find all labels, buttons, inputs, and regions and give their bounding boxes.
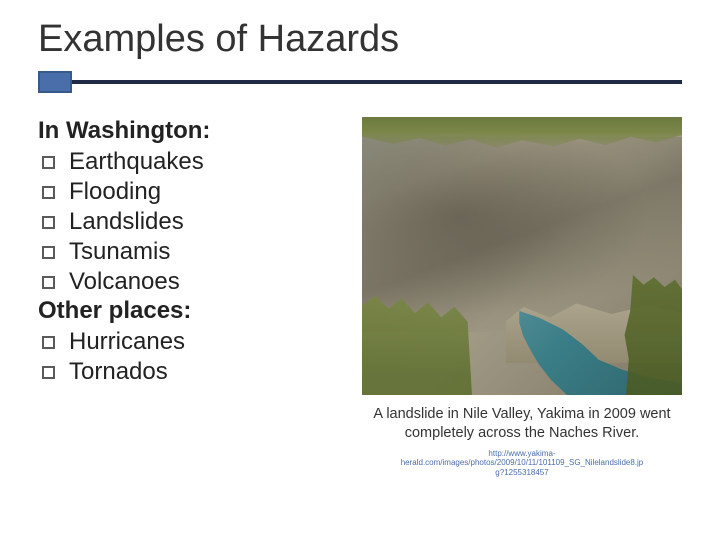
landslide-photo bbox=[362, 117, 682, 395]
list-item: Tornados bbox=[42, 357, 346, 387]
list-item-label: Volcanoes bbox=[69, 267, 180, 297]
caption-line: A landslide in Nile Valley, Yakima in 20… bbox=[373, 406, 670, 422]
bullet-icon bbox=[42, 216, 55, 229]
list-item: Landslides bbox=[42, 207, 346, 237]
photo-source: http://www.yakima- herald.com/images/pho… bbox=[401, 449, 644, 478]
list-item: Tsunamis bbox=[42, 237, 346, 267]
list-item: Hurricanes bbox=[42, 327, 346, 357]
photo-caption: A landslide in Nile Valley, Yakima in 20… bbox=[373, 405, 670, 443]
list-item: Earthquakes bbox=[42, 147, 346, 177]
list-item-label: Tsunamis bbox=[69, 237, 170, 267]
source-line: g?1255318457 bbox=[495, 468, 548, 477]
list-item: Flooding bbox=[42, 177, 346, 207]
bullet-icon bbox=[42, 246, 55, 259]
slide: Examples of Hazards In Washington: Earth… bbox=[0, 0, 720, 540]
page-title: Examples of Hazards bbox=[38, 18, 682, 61]
list-item-label: Hurricanes bbox=[69, 327, 185, 357]
bullet-icon bbox=[42, 276, 55, 289]
list-item-label: Flooding bbox=[69, 177, 161, 207]
caption-line: completely across the Naches River. bbox=[405, 425, 640, 441]
bullet-icon bbox=[42, 156, 55, 169]
source-line: herald.com/images/photos/2009/10/11/1011… bbox=[401, 458, 644, 467]
bullet-list-2: Hurricanes Tornados bbox=[42, 327, 346, 387]
bullet-icon bbox=[42, 366, 55, 379]
list-item: Volcanoes bbox=[42, 267, 346, 297]
bullet-icon bbox=[42, 336, 55, 349]
bullet-icon bbox=[42, 186, 55, 199]
section-heading-1: In Washington: bbox=[38, 117, 346, 145]
content-row: In Washington: Earthquakes Flooding Land… bbox=[38, 117, 682, 477]
image-column: A landslide in Nile Valley, Yakima in 20… bbox=[362, 117, 682, 477]
list-item-label: Earthquakes bbox=[69, 147, 204, 177]
accent-box bbox=[38, 71, 72, 93]
source-line: http://www.yakima- bbox=[488, 449, 555, 458]
section-heading-2: Other places: bbox=[38, 297, 346, 325]
bullet-list-1: Earthquakes Flooding Landslides Tsunamis… bbox=[42, 147, 346, 297]
list-item-label: Tornados bbox=[69, 357, 168, 387]
divider-line bbox=[72, 80, 682, 84]
title-rule bbox=[38, 71, 682, 93]
text-column: In Washington: Earthquakes Flooding Land… bbox=[38, 117, 346, 387]
list-item-label: Landslides bbox=[69, 207, 184, 237]
